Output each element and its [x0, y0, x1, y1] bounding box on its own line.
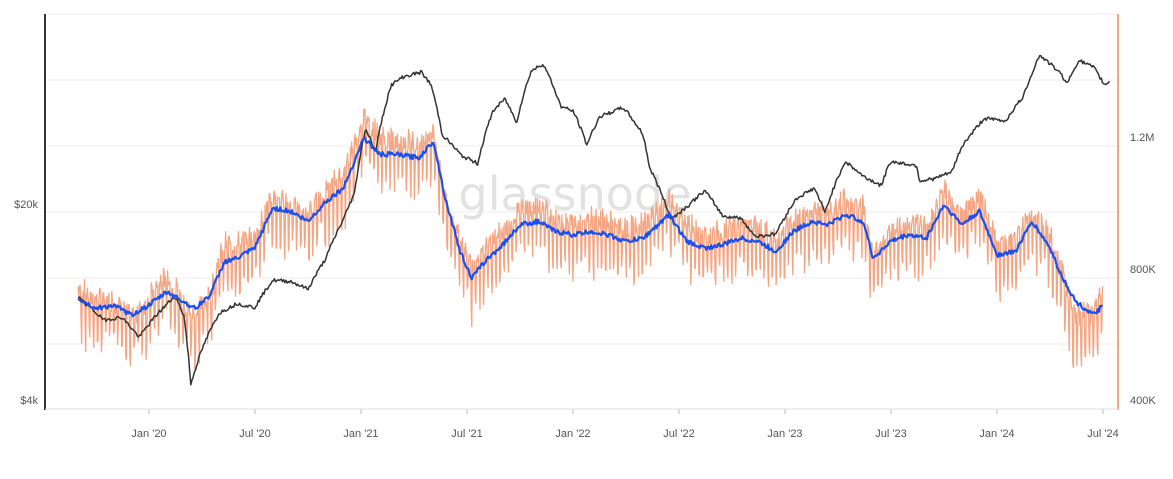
x-axis-ticks: Jan '20 Jul '20 Jan '21 Jul '21 Jan '22 Jul '…: [131, 409, 1119, 440]
y-right-tick-label: 800K: [1130, 264, 1156, 276]
x-tick-label: Jan '22: [555, 428, 590, 440]
series-layer: [77, 54, 1111, 386]
right-axis-ticks: 400K 800K 1.2M: [1130, 132, 1156, 407]
y-left-tick-label: $4k: [20, 395, 38, 407]
y-right-tick-label: 400K: [1130, 395, 1156, 407]
x-tick-label: Jan '24: [979, 428, 1014, 440]
series-price-line: [77, 54, 1111, 386]
x-tick-label: Jan '20: [131, 428, 166, 440]
x-tick-label: Jul '21: [451, 428, 482, 440]
series-daily-line: [77, 108, 1104, 371]
x-tick-label: Jan '21: [343, 428, 378, 440]
x-tick-label: Jul '23: [875, 428, 906, 440]
x-tick-label: Jul '20: [239, 428, 270, 440]
y-left-tick-label: $20k: [14, 199, 38, 211]
series-avg-line: [77, 136, 1104, 318]
x-tick-label: Jul '24: [1087, 428, 1118, 440]
x-tick-label: Jul '22: [663, 428, 694, 440]
y-right-tick-label: 1.2M: [1130, 132, 1154, 144]
x-tick-label: Jan '23: [767, 428, 802, 440]
left-axis-ticks: $4k $20k: [14, 199, 38, 407]
